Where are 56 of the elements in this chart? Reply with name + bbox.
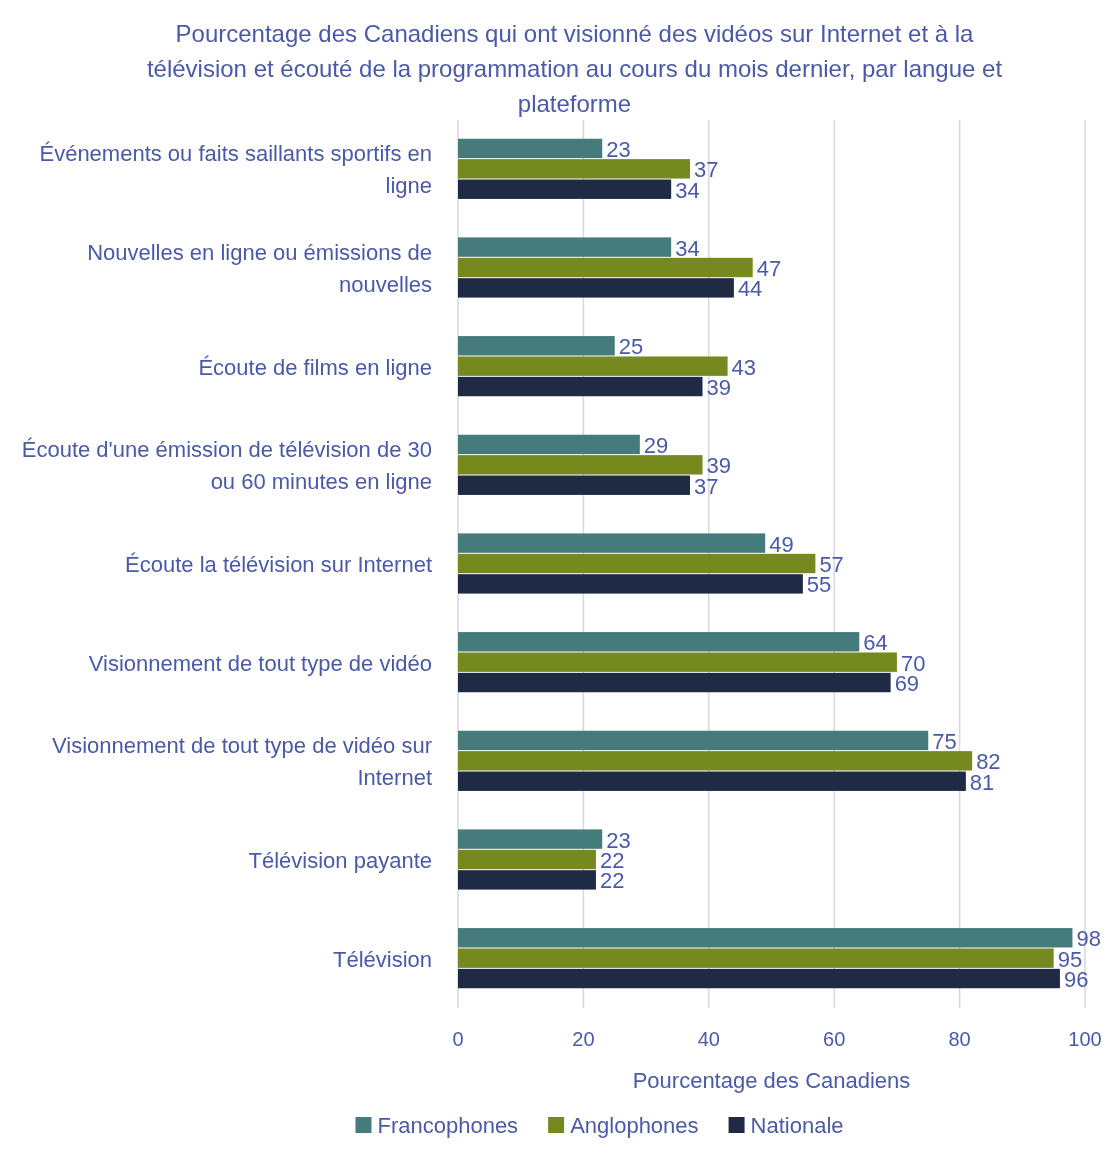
y-tick-label: Visionnement de tout type de vidéo	[88, 650, 432, 676]
y-tick-label: Écoute d'une émission de télévision de 30 ou 60 minutes en ligne	[21, 437, 432, 495]
y-tick-label: Écoute de films en ligne	[198, 354, 432, 380]
bar	[458, 138, 603, 159]
bar	[458, 829, 603, 849]
y-tick-label: Nouvelles en ligne ou émissions de nouvelles	[87, 240, 432, 297]
bar	[458, 278, 734, 298]
bar	[458, 968, 1060, 989]
data-label: 75	[932, 728, 957, 754]
data-label: 49	[769, 531, 794, 557]
y-tick-label: Visionnement de tout type de vidéo sur Internet	[52, 733, 432, 791]
bar	[458, 751, 973, 771]
bar	[458, 237, 672, 257]
x-tick-label: 60	[823, 1028, 846, 1050]
legend-label: Nationale	[750, 1113, 844, 1138]
y-tick-label: Télévision	[332, 946, 432, 972]
bar	[458, 632, 860, 652]
data-label: 29	[643, 432, 669, 458]
x-axis-title: Pourcentage des Canadiens	[632, 1068, 911, 1093]
x-tick-label: 20	[572, 1028, 595, 1050]
x-tick-label: 0	[452, 1028, 464, 1050]
bar	[458, 771, 966, 791]
y-tick-label: Événements ou faits saillants sportifs en ligne	[39, 141, 432, 199]
x-tick-label: 100	[1068, 1028, 1102, 1050]
data-label: 39	[706, 375, 732, 401]
bar	[458, 257, 753, 278]
legend-label: Anglophones	[570, 1113, 699, 1138]
chart-title: Pourcentage des Canadiens qui ont visionné des vidéos sur Internet et à la télévision et écouté de la programmation au cours du mois dernier, par langue et plateforme	[146, 20, 1003, 117]
bar	[458, 336, 615, 356]
bar	[458, 434, 640, 455]
bar	[458, 948, 1054, 968]
bar	[458, 928, 1073, 948]
bar	[458, 730, 929, 751]
x-tick-label: 40	[697, 1028, 720, 1050]
bar	[458, 574, 803, 594]
bar	[458, 870, 596, 890]
x-tick-label: 80	[948, 1028, 971, 1050]
data-label: 64	[863, 630, 888, 656]
bar	[458, 553, 816, 574]
bar	[458, 376, 703, 397]
bar	[458, 652, 897, 672]
bar	[458, 475, 690, 495]
data-label: 34	[675, 235, 700, 261]
data-label: 25	[618, 334, 644, 360]
y-tick-label: Écoute la télévision sur Internet	[125, 552, 432, 577]
bar	[458, 849, 596, 870]
bar	[458, 159, 690, 179]
data-label: 43	[731, 354, 757, 380]
bar	[458, 179, 672, 199]
bar	[458, 672, 891, 693]
y-tick-label: Télévision payante	[248, 848, 432, 873]
bar	[458, 356, 728, 376]
legend-label: Francophones	[377, 1113, 519, 1138]
data-label: 23	[606, 136, 631, 162]
bar	[458, 533, 766, 553]
bar	[458, 455, 703, 475]
